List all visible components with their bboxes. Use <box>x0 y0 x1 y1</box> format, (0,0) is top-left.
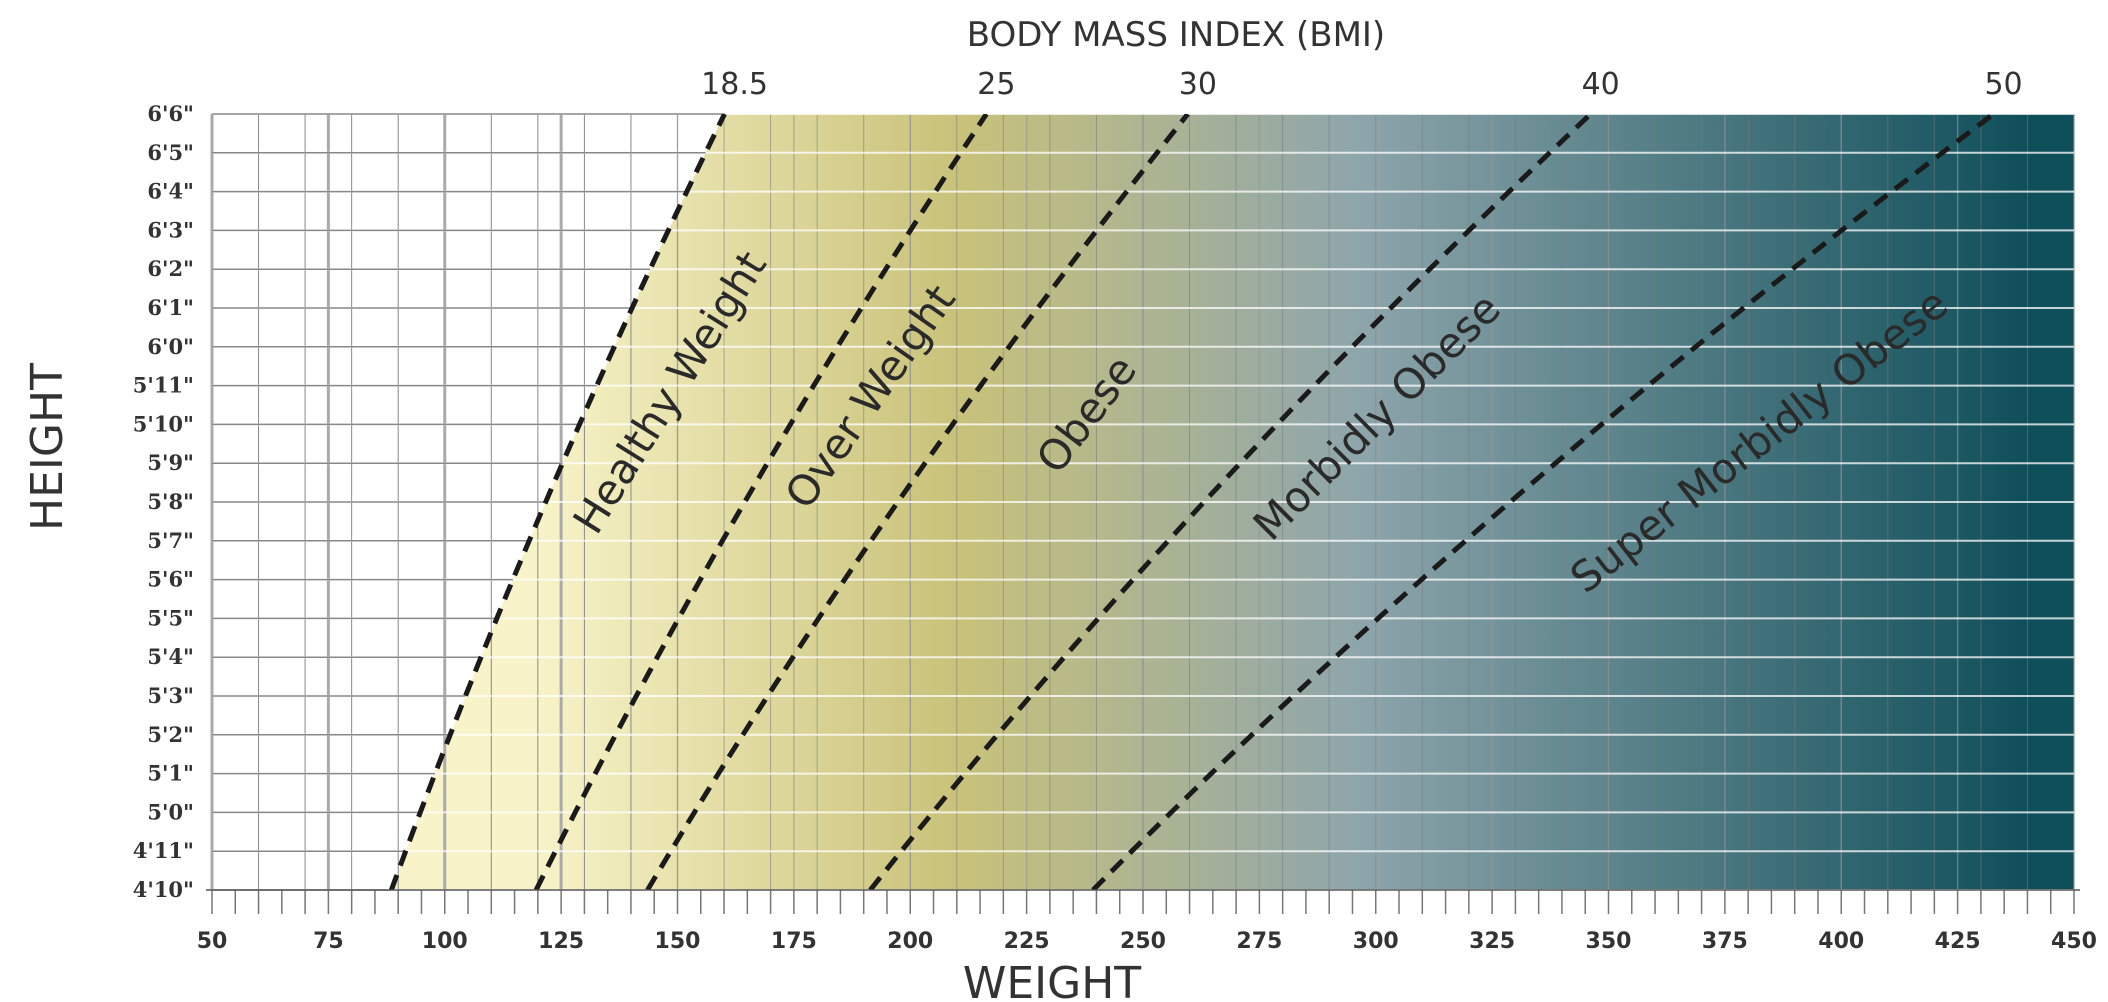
bmi-value-label: 50 <box>1984 67 2022 102</box>
y-tick-label: 5'10" <box>133 411 194 436</box>
x-minor-ticks <box>211 890 2075 914</box>
x-axis-title: WEIGHT <box>963 958 1141 1002</box>
x-tick-label: 450 <box>2051 929 2097 954</box>
x-tick-label: 400 <box>1818 929 1864 954</box>
x-tick-label: 75 <box>313 929 344 954</box>
y-tick-label: 6'4" <box>147 179 194 204</box>
y-tick-label: 6'5" <box>147 140 194 165</box>
bmi-value-label: 30 <box>1179 67 1217 102</box>
x-tick-label: 300 <box>1353 929 1399 954</box>
bmi-line <box>645 114 1190 890</box>
x-tick-label: 425 <box>1935 929 1981 954</box>
plot-area <box>210 113 2075 891</box>
bmi-value-label: 25 <box>977 67 1015 102</box>
x-tick-label: 150 <box>655 929 701 954</box>
x-tick-label: 50 <box>197 929 228 954</box>
y-tick-label: 6'2" <box>147 256 194 281</box>
x-tick-label: 175 <box>771 929 817 954</box>
x-tick-label: 275 <box>1236 929 1282 954</box>
y-tick-label: 4'10" <box>133 877 194 902</box>
x-tick-label: 125 <box>538 929 584 954</box>
y-tick-label: 5'1" <box>147 761 194 786</box>
x-tick-label: 350 <box>1586 929 1632 954</box>
horizontal-gridlines <box>212 113 2074 891</box>
y-tick-label: 5'5" <box>147 605 194 630</box>
y-tick-label: 6'3" <box>147 217 194 242</box>
y-tick-label: 5'7" <box>147 528 194 553</box>
x-tick-label: 250 <box>1120 929 1166 954</box>
x-tick-label: 100 <box>422 929 468 954</box>
bmi-line <box>1091 114 1996 890</box>
y-tick-label: 5'6" <box>147 567 194 592</box>
y-tick-label: 5'0" <box>147 799 194 824</box>
y-tick-label: 5'11" <box>133 373 194 398</box>
y-axis-title: HEIGHT <box>22 363 73 531</box>
bmi-line <box>388 114 727 890</box>
x-tick-label: 225 <box>1004 929 1050 954</box>
bmi-value-label: 18.5 <box>701 67 768 102</box>
chart-title: BODY MASS INDEX (BMI) <box>967 15 1385 55</box>
bmi-value-label: 40 <box>1582 67 1620 102</box>
bmi-lines <box>388 114 1996 890</box>
bmi-line <box>533 114 989 890</box>
y-tick-label: 5'2" <box>147 722 194 747</box>
y-tick-label: 5'8" <box>147 489 194 514</box>
y-tick-label: 5'9" <box>147 450 194 475</box>
x-tick-label: 325 <box>1469 929 1515 954</box>
x-tick-label: 375 <box>1702 929 1748 954</box>
y-tick-label: 6'1" <box>147 295 194 320</box>
bmi-value-labels: 18.5 25 30 40 50 <box>701 67 2022 102</box>
bmi-line <box>868 114 1593 890</box>
x-tick-labels: 50 75 100 125 150 175 200 225 250 275 300 325 350 375… <box>197 929 2097 954</box>
y-tick-label: 5'4" <box>147 644 194 669</box>
y-tick-label: 6'6" <box>147 101 194 126</box>
y-tick-labels: 6'6" 6'5" 6'4" 6'3" 6'2" 6'1" 6'0" 5'11" 5'10" 5'… <box>133 101 194 902</box>
y-tick-label: 5'3" <box>147 683 194 708</box>
y-tick-label: 6'0" <box>147 334 194 359</box>
y-tick-label: 4'11" <box>133 838 194 863</box>
x-tick-label: 200 <box>887 929 933 954</box>
